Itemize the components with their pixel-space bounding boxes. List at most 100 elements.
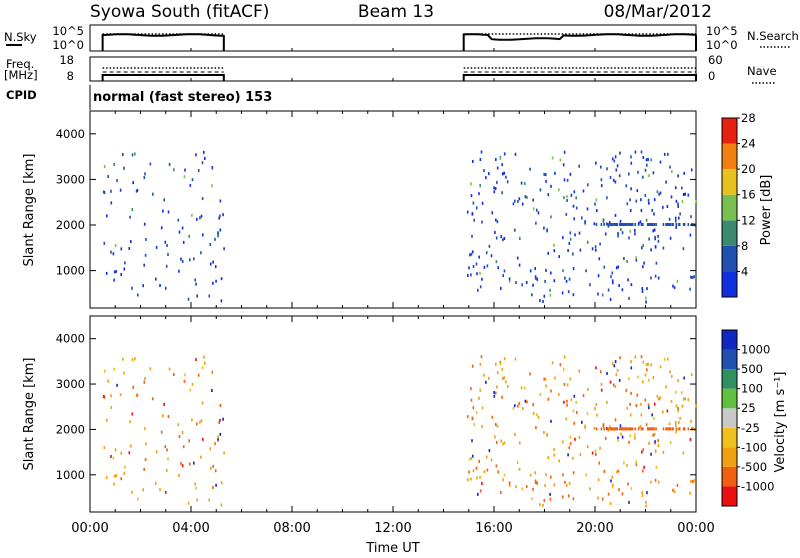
velocity-echo	[167, 415, 170, 418]
velocity-echo	[667, 427, 670, 431]
velocity-echo	[500, 439, 502, 443]
velocity-echo	[160, 430, 163, 434]
power-echo	[615, 223, 618, 226]
power-echo	[609, 176, 612, 179]
power-echo	[630, 283, 633, 287]
velocity-echo	[544, 484, 546, 488]
velocity-echo	[677, 407, 679, 410]
velocity-echo	[164, 490, 167, 494]
velocity-echo	[690, 419, 692, 423]
velocity-echo	[653, 427, 656, 431]
velocity-echo	[630, 487, 633, 491]
velocity-echo	[116, 383, 118, 387]
power-echo	[634, 150, 637, 154]
power-echo	[483, 265, 486, 269]
velocity-echo	[607, 427, 609, 431]
velocity-echo	[677, 379, 679, 383]
velocity-echo	[606, 400, 608, 404]
velocity-echo	[546, 433, 548, 437]
power-echo	[644, 168, 647, 172]
power-echo	[652, 229, 654, 233]
power-echo	[650, 276, 652, 280]
power-echo	[605, 222, 608, 226]
freq-right-tick-bottom: 0	[708, 69, 715, 83]
velocity-echo	[669, 427, 672, 431]
velocity-echo	[684, 397, 686, 401]
velocity-echo	[652, 376, 655, 379]
velocity-echo	[545, 377, 547, 381]
velocity-echo	[567, 453, 569, 457]
power-echo	[640, 198, 642, 202]
velocity-echo	[131, 490, 133, 494]
power-echo	[514, 199, 516, 203]
power-echo	[625, 184, 628, 188]
velocity-echo	[503, 376, 505, 380]
velocity-echo	[607, 429, 610, 432]
power-echo	[143, 176, 146, 180]
freq-panel-frame	[89, 56, 697, 82]
power-ytick-label: 3000	[56, 172, 85, 186]
power-echo	[558, 255, 560, 259]
velocity-echo	[648, 441, 650, 445]
power-echo	[164, 240, 167, 244]
freq-left-tick-top: 18	[59, 53, 74, 67]
velocity-echo	[642, 427, 644, 431]
power-echo	[646, 287, 648, 291]
power-echo	[466, 210, 469, 214]
power-echo	[220, 299, 223, 303]
power-echo	[669, 236, 672, 240]
velocity-echo	[669, 441, 672, 445]
power-echo	[650, 248, 652, 252]
power-echo	[514, 152, 517, 156]
velocity-echo	[483, 373, 485, 377]
power-echo	[587, 183, 589, 187]
power-echo	[612, 178, 615, 182]
velocity-echo	[476, 476, 478, 480]
power-echo	[614, 155, 617, 159]
velocity-echo	[565, 417, 568, 421]
velocity-echo	[145, 442, 147, 446]
velocity-echo	[626, 406, 629, 410]
velocity-echo	[568, 446, 571, 450]
power-echo	[500, 286, 502, 290]
power-echo	[663, 152, 666, 156]
velocity-echo	[478, 396, 480, 400]
power-echo	[155, 245, 158, 249]
velocity-colorbar-segment	[722, 427, 737, 448]
velocity-echo	[653, 432, 656, 436]
power-colorbar-segment	[722, 169, 737, 195]
power-colorbar-segment	[722, 143, 737, 170]
velocity-echo	[613, 364, 616, 368]
power-echo	[215, 279, 217, 283]
power-echo	[475, 206, 478, 210]
velocity-ytick-label: 3000	[56, 377, 85, 391]
power-echo	[687, 193, 690, 197]
power-echo	[629, 223, 631, 226]
power-colorbar-frame	[721, 117, 738, 298]
power-echo	[564, 276, 566, 280]
power-echo	[643, 261, 645, 265]
velocity-echo	[617, 438, 619, 442]
velocity-echo	[521, 487, 523, 491]
velocity-echo	[627, 427, 630, 431]
velocity-echo	[614, 418, 617, 422]
velocity-echo	[584, 424, 586, 428]
velocity-echo	[597, 496, 599, 500]
velocity-echo	[578, 369, 580, 373]
power-echo	[550, 184, 552, 188]
velocity-echo	[113, 474, 116, 478]
power-echo	[645, 158, 648, 162]
power-echo	[615, 266, 618, 270]
cpid-label: CPID	[6, 88, 37, 102]
velocity-echo	[645, 363, 648, 367]
velocity-echo	[569, 435, 572, 439]
power-echo	[468, 266, 470, 270]
velocity-echo	[524, 399, 527, 403]
velocity-echo	[197, 373, 200, 377]
power-echo	[630, 161, 633, 165]
power-echo	[539, 299, 541, 303]
power-echo	[567, 290, 570, 294]
beam-label: Beam 13	[358, 2, 434, 22]
velocity-echo	[558, 459, 560, 463]
velocity-echo	[656, 394, 659, 398]
